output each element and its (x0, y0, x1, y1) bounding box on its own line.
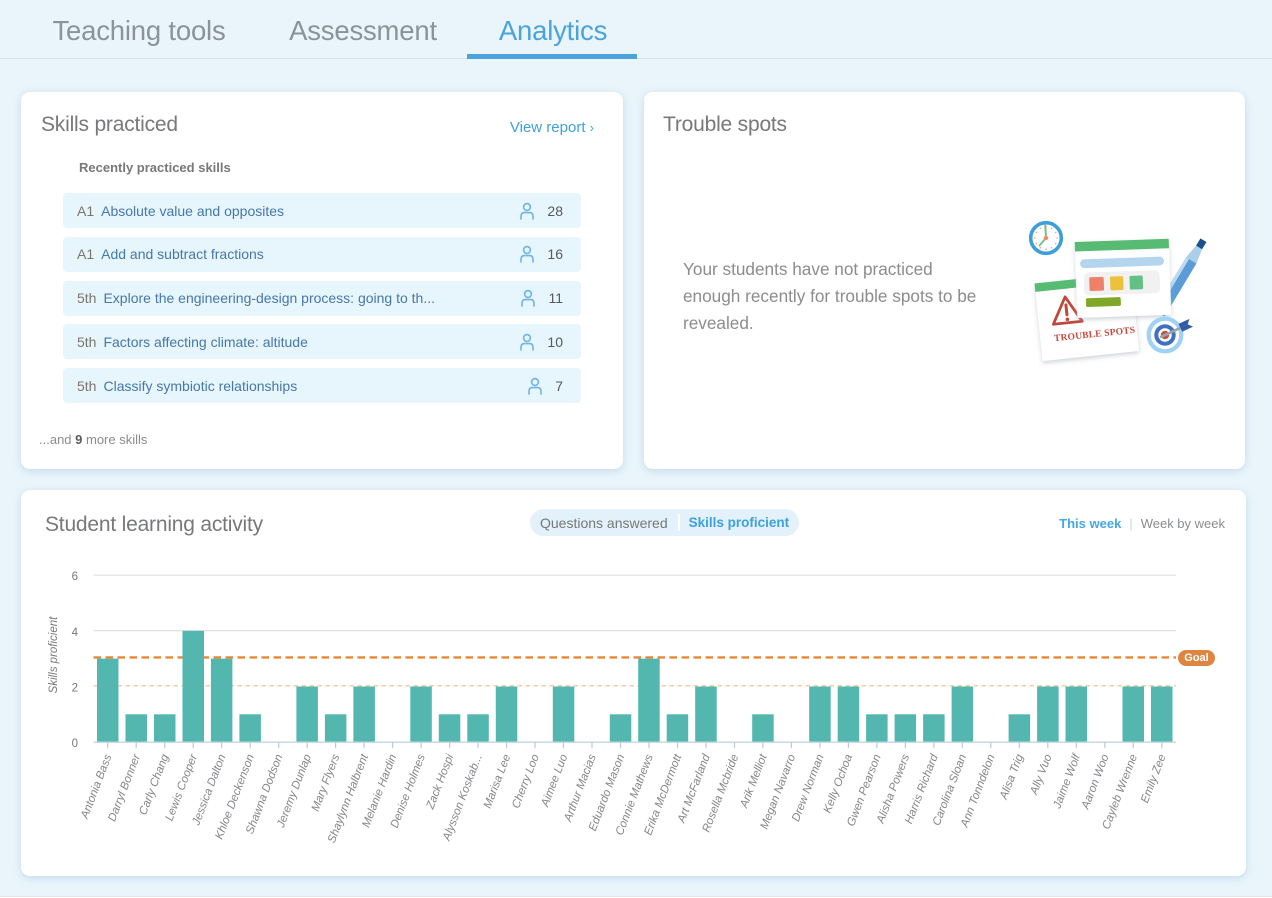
svg-text:Ally Vuo: Ally Vuo (1028, 752, 1055, 797)
svg-text:2: 2 (72, 683, 78, 695)
svg-text:0: 0 (72, 738, 78, 750)
svg-text:Marisa Lee: Marisa Lee (482, 753, 514, 810)
svg-text:Aimee Luo: Aimee Luo (539, 752, 570, 809)
svg-text:Jaime Wolf: Jaime Wolf (1051, 751, 1084, 811)
svg-text:Mary Flyers: Mary Flyers (310, 753, 343, 814)
svg-text:Arik Melliot: Arik Melliot (738, 752, 770, 810)
svg-text:Alisa Trig: Alisa Trig (998, 752, 1027, 802)
svg-text:Cherry Loo: Cherry Loo (510, 752, 542, 810)
svg-text:Carly Chang: Carly Chang (137, 752, 171, 817)
svg-text:4: 4 (72, 627, 79, 639)
svg-text:Kelly Ochoa: Kelly Ochoa (822, 753, 855, 815)
svg-text:Emily Zee: Emily Zee (1139, 753, 1169, 805)
svg-text:Skills proficient: Skills proficient (48, 616, 60, 693)
svg-text:Aaron Woo: Aaron Woo (1079, 752, 1111, 812)
svg-text:6: 6 (72, 571, 78, 583)
svg-text:Zack Hospi: Zack Hospi (424, 752, 456, 811)
